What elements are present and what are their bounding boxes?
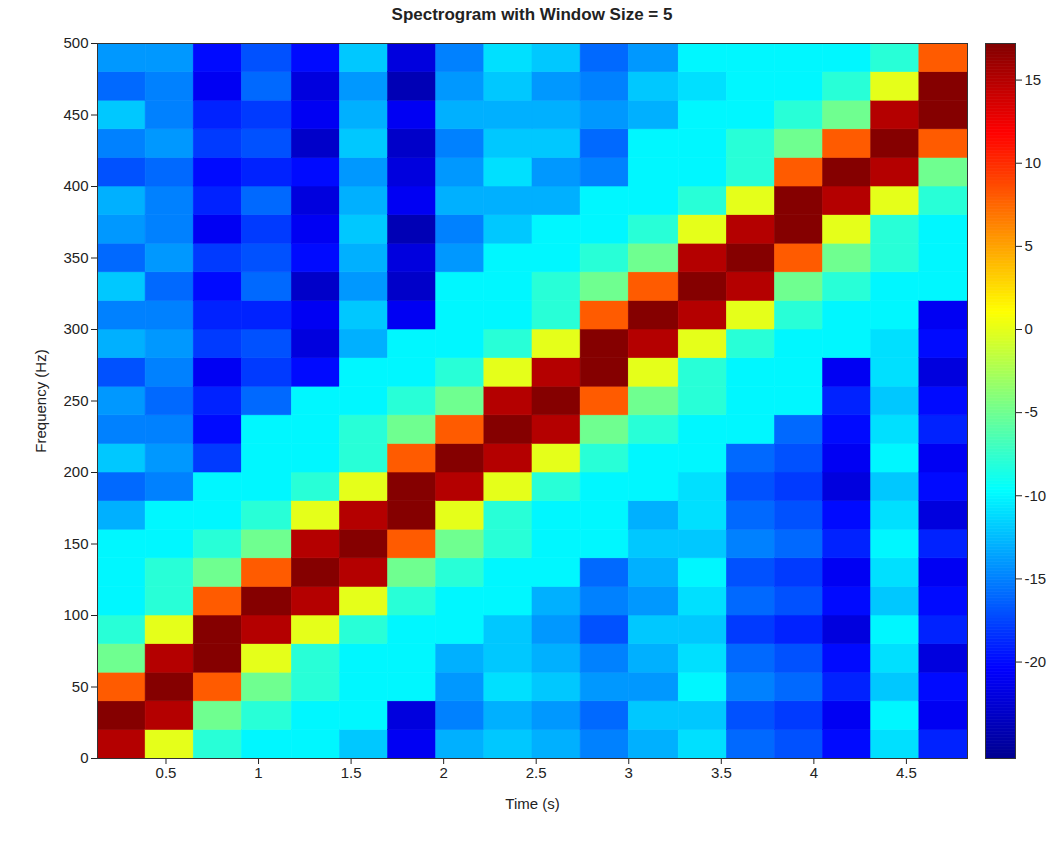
svg-text:150: 150 — [63, 535, 88, 552]
svg-text:0: 0 — [1025, 320, 1033, 337]
svg-text:400: 400 — [63, 177, 88, 194]
svg-text:5: 5 — [1025, 237, 1033, 254]
svg-text:3.5: 3.5 — [711, 764, 732, 781]
svg-text:350: 350 — [63, 249, 88, 266]
svg-text:-5: -5 — [1025, 403, 1038, 420]
svg-text:1: 1 — [254, 764, 262, 781]
svg-text:0.5: 0.5 — [156, 764, 177, 781]
svg-text:2.5: 2.5 — [526, 764, 547, 781]
svg-text:-10: -10 — [1025, 487, 1047, 504]
svg-text:50: 50 — [72, 678, 89, 695]
svg-text:1.5: 1.5 — [341, 764, 362, 781]
svg-text:100: 100 — [63, 606, 88, 623]
svg-text:450: 450 — [63, 106, 88, 123]
svg-text:200: 200 — [63, 463, 88, 480]
svg-text:10: 10 — [1025, 154, 1042, 171]
svg-text:15: 15 — [1025, 71, 1042, 88]
svg-text:-15: -15 — [1025, 570, 1047, 587]
svg-text:250: 250 — [63, 392, 88, 409]
svg-text:2: 2 — [439, 764, 447, 781]
svg-text:3: 3 — [625, 764, 633, 781]
html-text:Spectrogram with Window Size =: Spectrogram with Window Size = 5 — [391, 5, 673, 24]
svg-text:4: 4 — [810, 764, 818, 781]
svg-text:4.5: 4.5 — [896, 764, 917, 781]
svg-text:Time (s): Time (s) — [505, 795, 559, 812]
svg-text:0: 0 — [80, 749, 88, 766]
svg-text:500: 500 — [63, 34, 88, 51]
svg-text:Frequency (Hz): Frequency (Hz) — [32, 349, 49, 452]
svg-text:-20: -20 — [1025, 653, 1047, 670]
svg-text:300: 300 — [63, 320, 88, 337]
